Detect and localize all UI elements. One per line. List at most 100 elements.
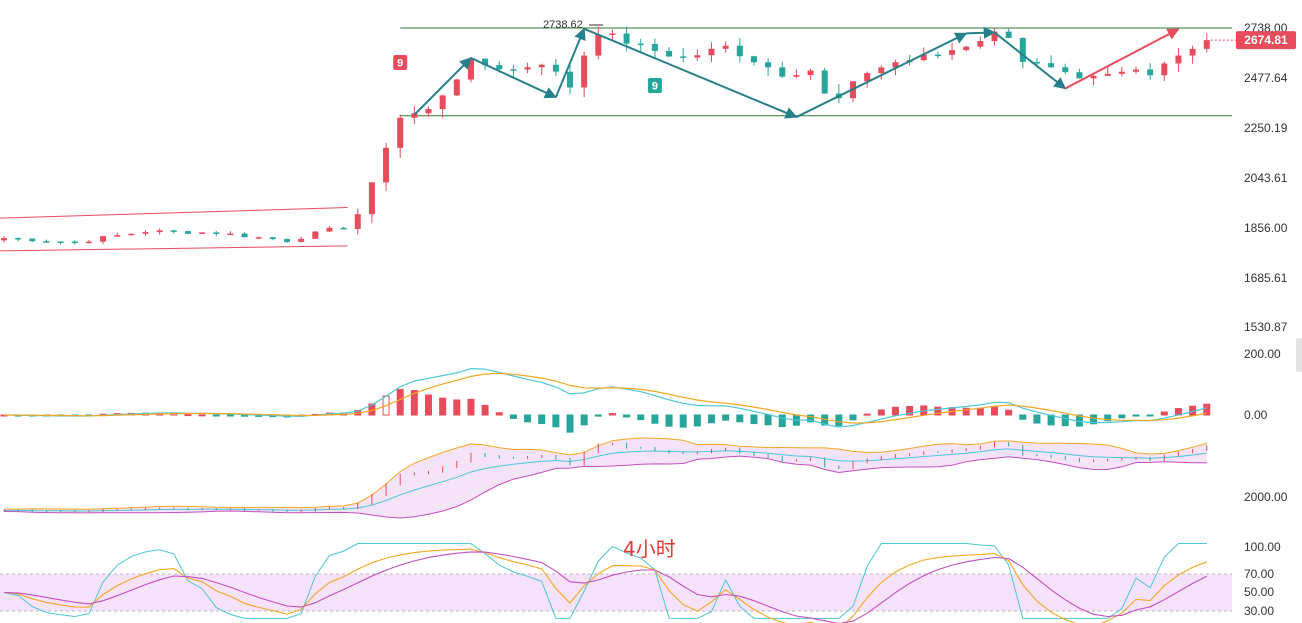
macd-axis-tick-label: 200.00 — [1244, 347, 1281, 361]
candle-body — [595, 34, 602, 56]
candle-body — [552, 64, 559, 72]
boll-lower-line — [3, 455, 1207, 519]
timeframe-label: 4小时 — [623, 537, 676, 561]
candle-body — [326, 227, 333, 232]
macd-histogram-bar — [934, 406, 942, 416]
candle-body — [1203, 40, 1210, 49]
macd-histogram-bar — [962, 407, 970, 416]
zigzag-segment — [795, 32, 968, 118]
candle-body — [949, 50, 956, 55]
macd-histogram-bar — [1090, 414, 1098, 425]
td-marker — [393, 55, 408, 70]
macd-histogram-bar — [410, 390, 418, 416]
candle-body — [15, 238, 22, 240]
kdj-k-line — [3, 548, 1207, 623]
kdj-band-rect — [0, 574, 1232, 611]
candle-body — [1019, 37, 1026, 62]
candle-body — [963, 46, 970, 51]
macd-histogram-bar — [594, 414, 602, 417]
candle-body — [1133, 69, 1139, 72]
macd-histogram-bar — [226, 414, 234, 417]
channel-bottom-line — [0, 245, 348, 252]
macd-histogram-bar — [1146, 414, 1154, 417]
candle-body — [807, 70, 814, 76]
macd-histogram-bar — [623, 414, 631, 418]
macd-histogram-bar — [891, 406, 899, 416]
candle-body — [142, 232, 149, 234]
price-axis-tick-label: 2477.64 — [1244, 71, 1288, 85]
candle-body — [821, 70, 828, 94]
candle-body — [637, 43, 644, 46]
macd-histogram-bar — [1203, 403, 1211, 416]
candle-body — [467, 58, 474, 80]
macd-histogram-bar — [1118, 414, 1126, 419]
kdj-axis-tick-label: 50.00 — [1244, 585, 1274, 599]
macd-histogram-bar — [708, 414, 715, 424]
candle-body — [581, 55, 588, 88]
macd-histogram-bar — [566, 414, 574, 433]
zigzag-segment — [554, 27, 586, 98]
zigzag-segment — [413, 57, 472, 116]
macd-histogram-bar — [509, 414, 517, 419]
boll-upper-line — [3, 437, 1207, 510]
candle-body — [1005, 31, 1012, 38]
kdj-j-line — [3, 543, 1207, 619]
boll-axis-tick-label: 2000.00 — [1244, 490, 1288, 504]
candle-body — [114, 235, 121, 237]
candle-body — [340, 227, 347, 230]
candle-body — [57, 241, 64, 243]
candle-body — [368, 182, 375, 215]
macd-histogram-bar — [835, 414, 843, 427]
candle-body — [524, 67, 531, 70]
candle-body — [1090, 75, 1097, 79]
candle-body — [1048, 63, 1055, 68]
price-axis-tick-label: 2250.19 — [1244, 121, 1288, 135]
macd-histogram-bar — [849, 414, 857, 421]
candle-body — [510, 69, 517, 71]
macd-histogram-bar — [495, 412, 503, 416]
td-marker-label: 9 — [652, 81, 658, 93]
candle-body — [779, 67, 786, 77]
candle-body — [977, 41, 984, 47]
candle-body — [85, 241, 92, 244]
macd-dif-line — [3, 367, 1207, 428]
macd-histogram-bar — [778, 414, 786, 428]
price-axis-tick-label: 1685.61 — [1244, 271, 1288, 285]
macd-histogram-bar — [906, 406, 914, 416]
macd-histogram-bar — [750, 414, 758, 425]
candle-body — [765, 62, 772, 68]
candle-body — [312, 231, 319, 239]
candle-body — [609, 33, 616, 35]
candle-body — [453, 79, 460, 96]
macd-histogram-bar — [439, 397, 447, 416]
y-axes: 2738.002477.642250.192043.611856.001685.… — [1244, 21, 1302, 618]
price-labels: 2738.62 9 9 2674.81 — [393, 19, 1296, 93]
candle-body — [227, 233, 234, 236]
peak-price-label: 2738.62 — [543, 19, 583, 31]
macd-histogram-bar — [1033, 414, 1041, 424]
candle-body — [1076, 72, 1083, 79]
macd-histogram-bar — [538, 414, 546, 425]
candle-body — [1189, 48, 1196, 56]
candle-body — [100, 236, 107, 242]
macd-histogram-bar — [552, 414, 560, 428]
macd-histogram-bar — [425, 394, 432, 416]
candle-body — [184, 231, 191, 234]
macd-histogram-bar — [722, 414, 730, 421]
macd-histogram-bar — [481, 404, 489, 416]
candle-body — [284, 239, 290, 242]
candle-body — [538, 64, 545, 68]
macd-histogram-bar — [665, 414, 673, 427]
candle-body — [736, 45, 743, 57]
candle-body — [269, 237, 276, 240]
candle-body — [383, 147, 390, 183]
candle-body — [1033, 61, 1040, 64]
macd-histogram-bar — [736, 414, 744, 423]
candle-body — [722, 45, 729, 49]
macd-histogram-bar — [184, 414, 192, 417]
macd-panel — [0, 367, 1211, 433]
candle-body — [878, 67, 885, 74]
kdj-band — [0, 574, 1232, 611]
candle-body — [29, 238, 36, 242]
